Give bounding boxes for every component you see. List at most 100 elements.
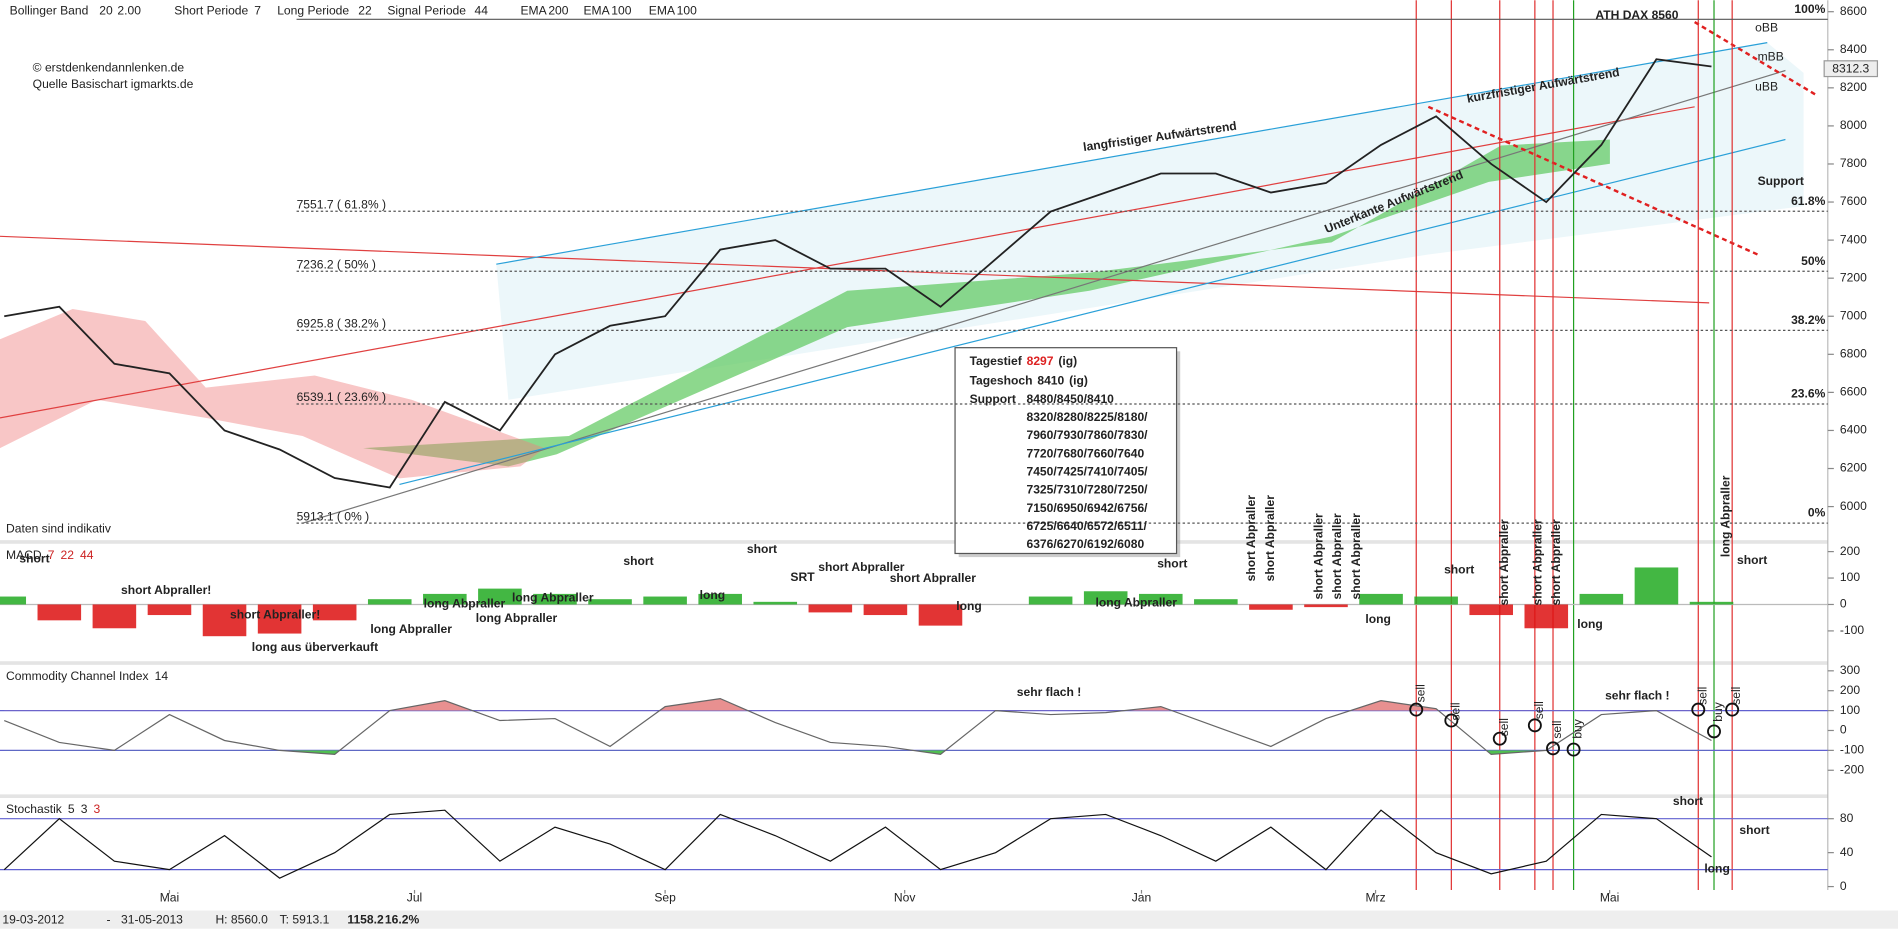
y-tick-label: 6200 xyxy=(1840,461,1867,475)
y-tick-label: 7000 xyxy=(1840,308,1867,322)
signal-circle xyxy=(1444,713,1459,728)
y-tick-label: 8400 xyxy=(1840,42,1867,56)
annotation: short xyxy=(1737,553,1767,567)
annotation: short Abpraller! xyxy=(230,607,320,621)
y-tick-label: 7200 xyxy=(1840,270,1867,284)
y-tick-label: 40 xyxy=(1840,845,1854,859)
y-tick-label: -100 xyxy=(1840,743,1864,757)
annotation: oBB xyxy=(1755,20,1778,34)
annotation: short Abpraller xyxy=(1349,513,1363,600)
histogram-bar xyxy=(918,604,963,626)
histogram-bar xyxy=(1634,567,1679,605)
x-tick-label: Jul xyxy=(407,891,422,905)
histogram-bar xyxy=(533,593,577,605)
annotation: sell xyxy=(1497,718,1511,736)
footer-text: T: 5913.1 xyxy=(280,912,330,926)
histogram-bar xyxy=(643,596,687,605)
annotation: short xyxy=(623,554,653,568)
indicator-line xyxy=(4,697,1712,756)
header-param: 100 xyxy=(611,3,631,17)
info-line: Tagestief 8297 (ig) xyxy=(970,354,1078,368)
annotation: long xyxy=(1365,612,1391,626)
header-param: 200 xyxy=(548,3,568,17)
annotation: short xyxy=(1444,563,1474,577)
signal-circle xyxy=(1707,724,1721,739)
header-label: Long Periode xyxy=(277,3,349,17)
info-support: 6725/6640/6572/6511/ xyxy=(1026,519,1147,533)
fib-label: 100% xyxy=(1794,2,1825,16)
credit: Quelle Basischart igmarkts.de xyxy=(33,77,194,91)
trend-line xyxy=(399,138,1786,486)
signal-circle xyxy=(1492,731,1507,746)
trend-line xyxy=(302,69,1786,524)
panel-param: 14 xyxy=(155,669,169,683)
histogram-bar xyxy=(1249,604,1293,610)
annotation: long Abpraller xyxy=(370,622,452,636)
histogram-bar xyxy=(257,604,302,634)
info-support-label: Support xyxy=(970,392,1016,406)
histogram-bar xyxy=(37,604,82,621)
panel-title-text: Stochastik xyxy=(6,802,63,816)
y-tick-label: 8600 xyxy=(1840,4,1867,18)
info-support: 8480/8450/8410 xyxy=(1026,392,1114,406)
footer-text: - xyxy=(107,912,111,926)
histogram-bar xyxy=(1083,591,1128,605)
annotation: short Abpraller xyxy=(890,571,977,585)
signal-lines xyxy=(1415,0,1733,890)
histogram-bar xyxy=(202,604,247,637)
histogram-bar xyxy=(478,588,522,605)
header-param: 22 xyxy=(358,3,372,17)
panel-param: 22 xyxy=(61,548,75,562)
histogram-bar xyxy=(367,599,412,605)
annotation: long Abpraller xyxy=(424,597,506,611)
header-param: 100 xyxy=(677,3,697,17)
histogram-bar xyxy=(588,599,632,605)
annotation: long Abpraller xyxy=(476,611,558,625)
info-support: 7960/7930/7860/7830/ xyxy=(1026,428,1148,442)
histogram-bar xyxy=(1138,593,1183,605)
y-tick-label: 80 xyxy=(1840,811,1854,825)
y-tick-label: 7800 xyxy=(1840,156,1867,170)
annotation: short xyxy=(1673,794,1703,808)
info-value: 8410 xyxy=(1037,374,1064,388)
signal-circle xyxy=(1725,702,1740,717)
info-support: 8320/8280/8225/8180/ xyxy=(1026,410,1148,424)
histogram-bar xyxy=(698,593,742,605)
annotation: long xyxy=(956,599,982,613)
panel-title: Stochastik 5 3 3 xyxy=(6,802,100,816)
y-tick-label: 6600 xyxy=(1840,385,1867,399)
indicator-line xyxy=(3,809,1712,879)
cci-overbought xyxy=(4,698,1712,711)
annotation: short xyxy=(1157,557,1187,571)
annotation: sehr flach ! xyxy=(1605,689,1670,703)
separator xyxy=(0,661,1828,665)
header-label: Signal Periode xyxy=(387,3,466,17)
header-param: 7 xyxy=(254,3,261,17)
separator xyxy=(0,794,1828,798)
annotation: sehr flach ! xyxy=(1017,685,1082,699)
trend-arrow xyxy=(1694,21,1817,96)
histogram-bar xyxy=(753,601,798,605)
y-tick-label: 200 xyxy=(1840,544,1860,558)
credit: © erstdenkendannlenken.de xyxy=(33,60,185,74)
annotation: short Abpraller xyxy=(1549,519,1563,606)
info-unit: (ig) xyxy=(1069,374,1088,388)
annotation: short Abpraller xyxy=(818,560,905,574)
annotation: sell xyxy=(1532,701,1546,719)
annotation: short Abpraller xyxy=(1330,513,1344,600)
fib-label: 50% xyxy=(1801,254,1825,268)
info-support: 7325/7310/7280/7250/ xyxy=(1026,483,1148,497)
trend-line xyxy=(496,42,1768,265)
trend-line xyxy=(0,235,1710,304)
header-label: Bollinger Band xyxy=(10,3,89,17)
y-tick-label: 300 xyxy=(1840,663,1860,677)
histogram-bar xyxy=(1469,604,1513,616)
price-tag-box xyxy=(1823,60,1879,78)
y-tick-label: -100 xyxy=(1840,623,1864,637)
annotation: long aus überverkauft xyxy=(252,640,378,654)
info-support: 7450/7425/7410/7405/ xyxy=(1026,465,1148,479)
trend-arrow xyxy=(1427,105,1759,256)
trend-line xyxy=(0,106,1695,419)
y-tick-label: 100 xyxy=(1840,570,1860,584)
